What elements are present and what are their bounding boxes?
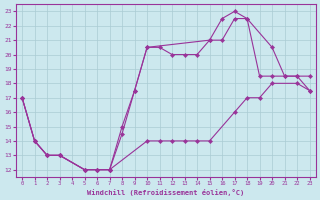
X-axis label: Windchill (Refroidissement éolien,°C): Windchill (Refroidissement éolien,°C)	[87, 189, 244, 196]
